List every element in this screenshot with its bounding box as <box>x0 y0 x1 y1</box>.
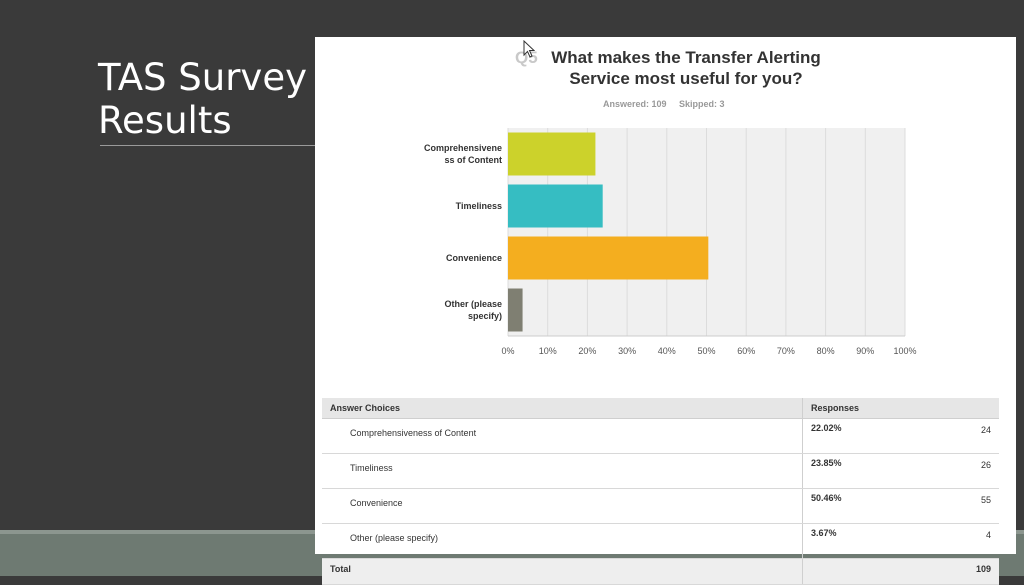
row-choice: Timeliness <box>322 453 803 489</box>
table-header-row: Answer Choices Responses <box>322 398 999 419</box>
response-stats: Answered: 109 Skipped: 3 <box>603 99 735 109</box>
bar <box>508 236 709 280</box>
table-row: Comprehensiveness of Content 22.02% 24 <box>322 418 999 454</box>
bar <box>508 184 603 228</box>
x-tick-label: 70% <box>777 346 795 356</box>
row-choice: Comprehensiveness of Content <box>322 418 803 454</box>
bar <box>508 132 596 176</box>
category-label: Other (please specify) <box>444 299 502 321</box>
row-count: 24 <box>941 418 999 454</box>
total-count: 109 <box>941 558 999 585</box>
x-tick-label: 50% <box>697 346 715 356</box>
x-tick-label: 90% <box>856 346 874 356</box>
question-number-badge: Q5 <box>515 48 538 67</box>
category-label: Comprehensivene ss of Content <box>424 143 502 165</box>
x-tick-label: 100% <box>893 346 916 356</box>
row-count: 26 <box>941 453 999 489</box>
total-percent-empty <box>802 558 941 585</box>
x-tick-label: 30% <box>618 346 636 356</box>
x-tick-label: 80% <box>817 346 835 356</box>
bar-chart: 0% 10% 20% 30% 40% 50% 60% 70% 80% 90% 100% Compreh… <box>424 128 917 356</box>
row-percent: 23.85% <box>802 453 941 489</box>
header-answer-choices: Answer Choices <box>322 398 803 419</box>
row-percent: 22.02% <box>802 418 941 454</box>
row-percent: 3.67% <box>802 523 941 559</box>
row-count: 4 <box>941 523 999 559</box>
table-row: Other (please specify) 3.67% 4 <box>322 523 999 559</box>
total-label: Total <box>322 558 803 585</box>
category-label: Timeliness <box>456 201 502 211</box>
x-tick-label: 20% <box>578 346 596 356</box>
x-tick-label: 0% <box>501 346 514 356</box>
row-choice: Convenience <box>322 488 803 524</box>
responses-table: Answer Choices Responses Comprehensivene… <box>322 398 999 585</box>
x-tick-label: 40% <box>658 346 676 356</box>
title-divider <box>100 145 315 146</box>
category-label: Convenience <box>446 253 502 263</box>
bar <box>508 288 523 332</box>
header-responses: Responses <box>802 398 999 419</box>
answered-count: Answered: 109 <box>603 99 667 109</box>
survey-result-panel: Q5 What makes the Transfer Alerting Serv… <box>315 37 1016 585</box>
x-tick-label: 60% <box>737 346 755 356</box>
table-row: Convenience 50.46% 55 <box>322 488 999 524</box>
mouse-cursor-icon <box>523 40 535 58</box>
table-row: Timeliness 23.85% 26 <box>322 453 999 489</box>
slide-title: TAS Survey Results <box>98 56 307 142</box>
row-count: 55 <box>941 488 999 524</box>
row-choice: Other (please specify) <box>322 523 803 559</box>
row-percent: 50.46% <box>802 488 941 524</box>
question-title: What makes the Transfer Alerting Service… <box>551 48 821 88</box>
table-total-row: Total 109 <box>322 558 999 585</box>
x-tick-label: 10% <box>539 346 557 356</box>
skipped-count: Skipped: 3 <box>679 99 725 109</box>
